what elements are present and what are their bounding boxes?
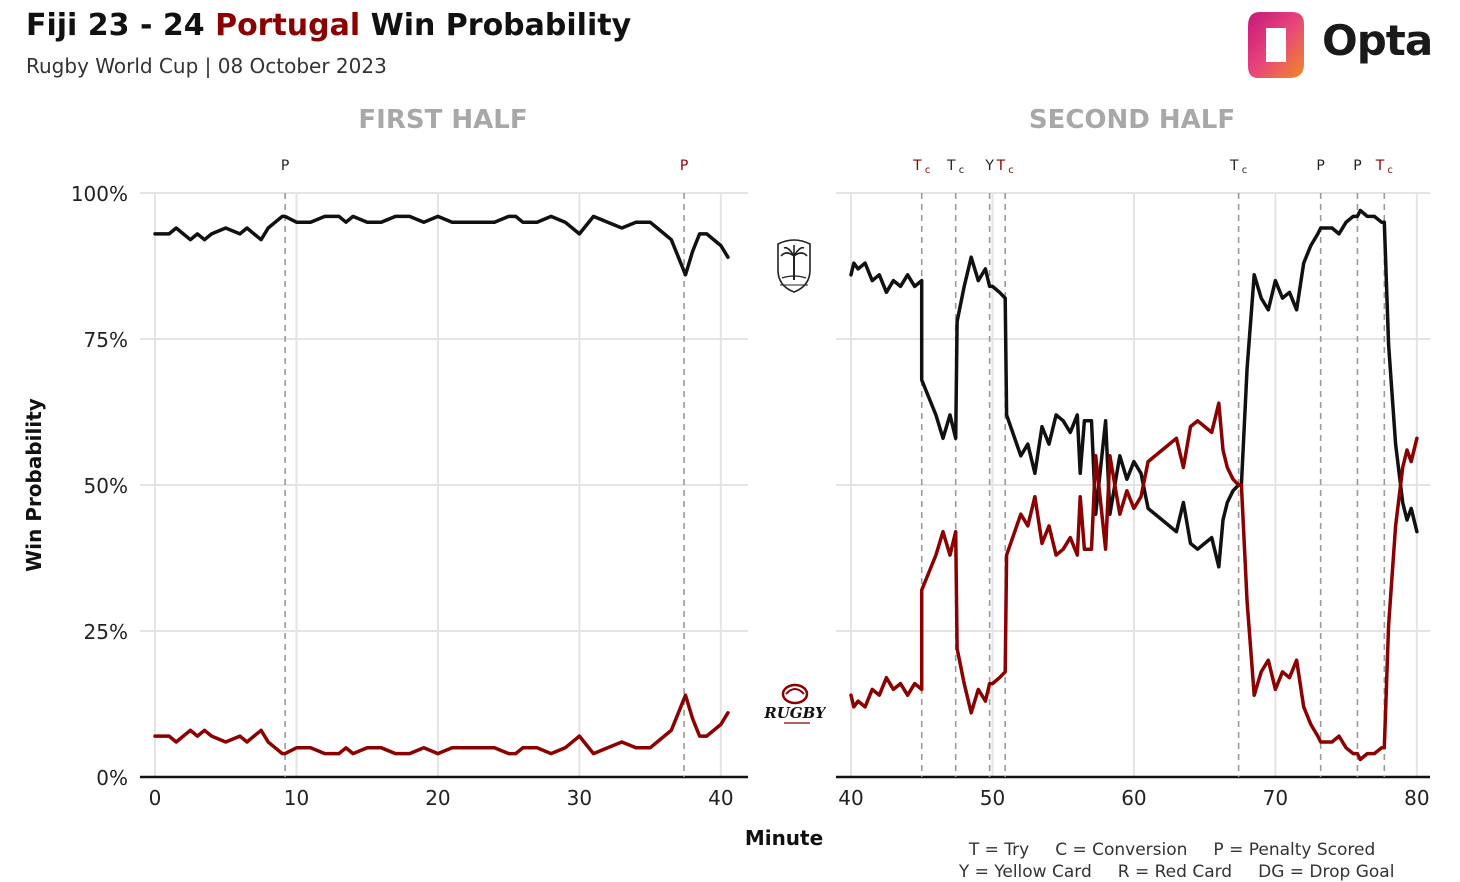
series-line-fiji <box>849 208 1419 569</box>
legend-yellow-card: Y = Yellow Card <box>958 862 1092 882</box>
legend-red-card: R = Red Card <box>1117 862 1233 882</box>
event-label: P <box>680 158 688 174</box>
x-tick-label: 60 <box>1121 786 1146 810</box>
y-tick-label: 100% <box>71 182 128 206</box>
fiji-crest-icon <box>777 239 811 293</box>
event-label: T c <box>1229 158 1247 176</box>
portugal-logo-text: RUGBY <box>764 704 826 722</box>
opta-wordmark: Opta <box>1322 16 1433 65</box>
chart-text-layer: 0% 25% 50% 75% 100% 0 10 20 30 40 FIRST HALF P P 40 50… <box>22 105 1430 850</box>
legend-row-1: T = Try C = Conversion P = Penalty Scored <box>958 820 1375 860</box>
event-label: T c <box>1375 158 1393 176</box>
half-title: SECOND HALF <box>1029 105 1235 135</box>
event-label: Y <box>984 158 994 174</box>
series-line-portugal <box>153 693 730 756</box>
x-tick-label: 20 <box>425 786 450 810</box>
event-label: T c <box>912 158 930 176</box>
x-tick-label: 40 <box>708 786 733 810</box>
y-tick-label: 0% <box>96 766 128 790</box>
grid-layer <box>140 192 1430 779</box>
fiji-crest <box>770 236 818 294</box>
y-tick-label: 75% <box>84 328 128 352</box>
x-tick-label: 10 <box>284 786 309 810</box>
opta-logo: Opta <box>1246 8 1446 82</box>
legend-penalty: P = Penalty Scored <box>1213 840 1376 860</box>
event-markers-layer <box>284 193 1386 777</box>
legend-conversion: C = Conversion <box>1055 840 1188 860</box>
x-tick-label: 50 <box>980 786 1005 810</box>
x-tick-label: 0 <box>149 786 162 810</box>
portugal-logo: RUGBY <box>763 680 827 730</box>
x-tick-label: 30 <box>567 786 592 810</box>
half-title: FIRST HALF <box>358 105 527 135</box>
event-label: T c <box>946 158 964 176</box>
opta-logo-icon <box>1248 12 1304 78</box>
x-tick-label: 80 <box>1404 786 1429 810</box>
x-tick-label: 70 <box>1263 786 1288 810</box>
event-label: T c <box>996 158 1014 176</box>
event-label: P <box>281 158 289 174</box>
event-label: P <box>1353 158 1361 174</box>
series-lines-layer <box>153 208 1419 762</box>
title-portugal-name: Portugal <box>215 8 361 43</box>
y-axis-title: Win Probability <box>22 398 46 572</box>
y-tick-label: 50% <box>84 474 128 498</box>
legend-try: T = Try <box>968 840 1030 860</box>
series-line-fiji <box>153 214 730 277</box>
series-line-portugal <box>849 401 1419 762</box>
chart-subtitle: Rugby World Cup | 08 October 2023 <box>26 54 387 78</box>
y-tick-label: 25% <box>84 620 128 644</box>
title-suffix: Win Probability <box>360 8 632 43</box>
event-label: P <box>1316 158 1324 174</box>
legend-drop-goal: DG = Drop Goal <box>1258 862 1395 882</box>
x-tick-label: 40 <box>838 786 863 810</box>
x-axis-title: Minute <box>745 826 823 850</box>
legend-row-2: Y = Yellow Card R = Red Card DG = Drop Goa… <box>948 842 1395 882</box>
title-fiji-score: Fiji 23 - 24 <box>26 8 216 43</box>
portugal-rugby-logo-icon: RUGBY <box>763 683 827 724</box>
chart-title: Fiji 23 - 24 Portugal Win Probability <box>26 8 631 43</box>
